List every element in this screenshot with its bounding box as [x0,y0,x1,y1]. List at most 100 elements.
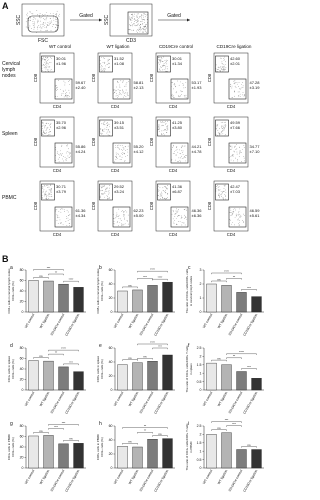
event-dot [115,146,116,148]
event-dot [102,186,103,188]
event-dot [136,15,137,17]
event-dot [241,84,242,85]
event-dot [44,25,45,26]
event-dot [219,189,221,191]
event-dot [49,129,50,130]
event-dot [173,95,174,97]
significance-bracket [226,353,257,355]
event-dot [140,16,142,17]
bar [221,432,232,469]
event-dot [123,223,125,225]
bar [73,371,84,391]
event-dot [158,190,159,192]
event-dot [123,214,125,216]
event-dot [238,224,240,226]
event-dot [180,153,182,155]
x-tick-label: WT ligation [217,313,229,329]
event-dot [179,221,181,222]
event-dot [66,215,67,217]
event-dot [109,131,111,133]
event-dot [46,132,47,133]
event-dot [57,223,59,224]
y-tick-label: 80 [20,268,24,272]
event-dot [123,148,125,150]
event-dot [180,90,182,92]
event-dot [33,17,35,18]
x-tick-label: CD19Cre ligation [64,391,80,415]
event-dot [119,90,120,92]
event-dot [225,123,227,125]
event-dot [25,21,27,23]
event-dot [105,190,106,192]
event-dot [161,194,163,196]
gate [170,142,189,164]
event-dot [167,192,169,194]
event-dot [49,124,51,126]
event-dot [69,152,71,154]
event-dot [172,145,174,147]
event-dot [232,153,233,155]
event-dot [109,66,111,68]
event-dot [144,26,146,28]
y-axis-label: CD4+ cells in cervical lymph nodes [7,268,11,313]
event-dot [50,56,51,58]
event-dot [132,24,134,25]
cd8-percent: 41.36 [172,184,183,189]
event-dot [39,17,40,18]
cd4-sd: ±6.36 [192,213,203,218]
event-dot [117,147,119,148]
event-dot [119,93,121,94]
event-dot [102,133,103,135]
event-dot [60,211,62,213]
event-dot [49,193,51,195]
event-dot [65,94,66,96]
event-dot [99,64,101,65]
significance-bracket [33,269,64,271]
gate [41,55,55,73]
event-dot [34,23,35,25]
event-dot [48,23,50,25]
cd4-percent: 58.81 [134,80,145,85]
bar [147,285,158,313]
significance-label: **** [150,340,156,344]
event-dot [146,14,148,16]
event-dot [44,27,46,29]
event-dot [181,94,182,95]
event-dot [104,196,106,198]
event-dot [234,147,235,149]
event-dot [66,145,68,147]
event-dot [115,152,117,154]
y-tick-label: 60 [109,346,113,350]
significance-label: ** [233,275,236,279]
event-dot [142,28,144,30]
event-dot [166,187,168,189]
bar [43,280,54,313]
event-dot [49,193,51,194]
event-dot [41,197,43,198]
event-dot [46,30,48,32]
event-dot [114,89,116,91]
event-dot [176,224,178,225]
event-dot [45,58,46,60]
event-dot [50,13,51,15]
axis-label: CD4 [53,104,62,109]
event-dot [177,221,179,222]
cd4-sd: ±5.00 [134,213,145,218]
x-tick-label: CD19Cre control [228,313,244,336]
y-tick-label: 20 [109,452,113,456]
event-dot [55,87,57,89]
event-dot [48,189,50,190]
event-dot [113,218,114,219]
axis-label: CD8 [91,201,96,210]
x-tick-label: CD19Cre ligation [242,391,258,415]
event-dot [233,211,235,213]
event-dot [125,92,127,94]
event-dot [239,208,241,210]
event-dot [160,61,162,62]
cd4-sd: ±4.12 [134,149,145,154]
event-dot [181,222,183,223]
event-dot [116,158,118,159]
significance-label: ns [128,356,132,360]
y-axis-label: The ratio of CD4+ cells/CD8+ cells [185,268,189,313]
cd8-sd: ±7.03 [230,189,241,194]
